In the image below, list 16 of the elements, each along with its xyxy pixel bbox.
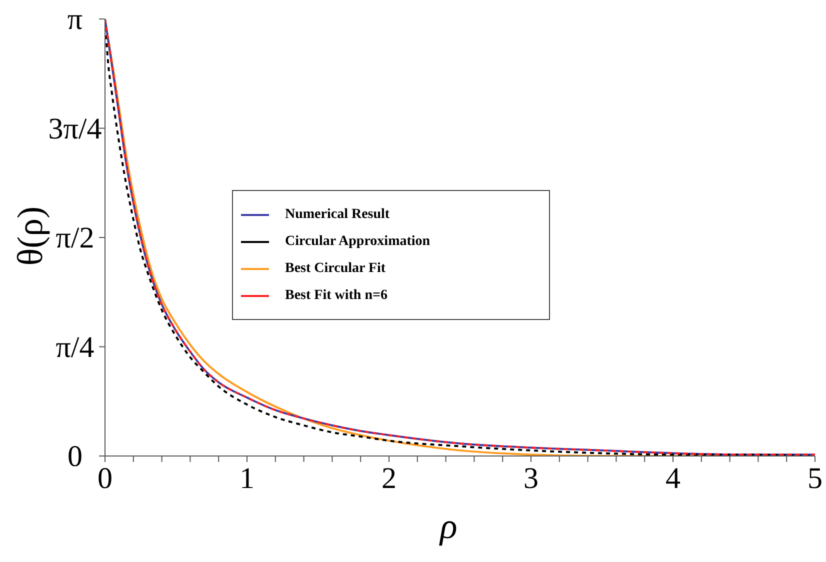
y-tick-label: 3π/4 — [48, 112, 102, 146]
x-tick-label: 3 — [524, 462, 538, 495]
y-tick-label: π/2 — [56, 222, 94, 254]
legend-label: Best Fit with n=6 — [285, 288, 388, 304]
x-tick-label: 5 — [808, 462, 822, 495]
x-tick-label: 2 — [382, 462, 396, 495]
x-axis-title: ρ — [440, 505, 458, 547]
y-axis-title: θ(ρ) — [9, 205, 51, 268]
legend-label: Numerical Result — [285, 206, 390, 222]
legend-label: Circular Approximation — [285, 234, 430, 250]
y-tick-label: π/4 — [56, 330, 94, 364]
y-tick-label: π — [67, 3, 83, 36]
y-tick-label: 0 — [68, 440, 82, 473]
legend-label: Best Circular Fit — [285, 260, 386, 276]
x-tick-label: 1 — [240, 462, 254, 495]
x-tick-label: 4 — [666, 462, 680, 495]
